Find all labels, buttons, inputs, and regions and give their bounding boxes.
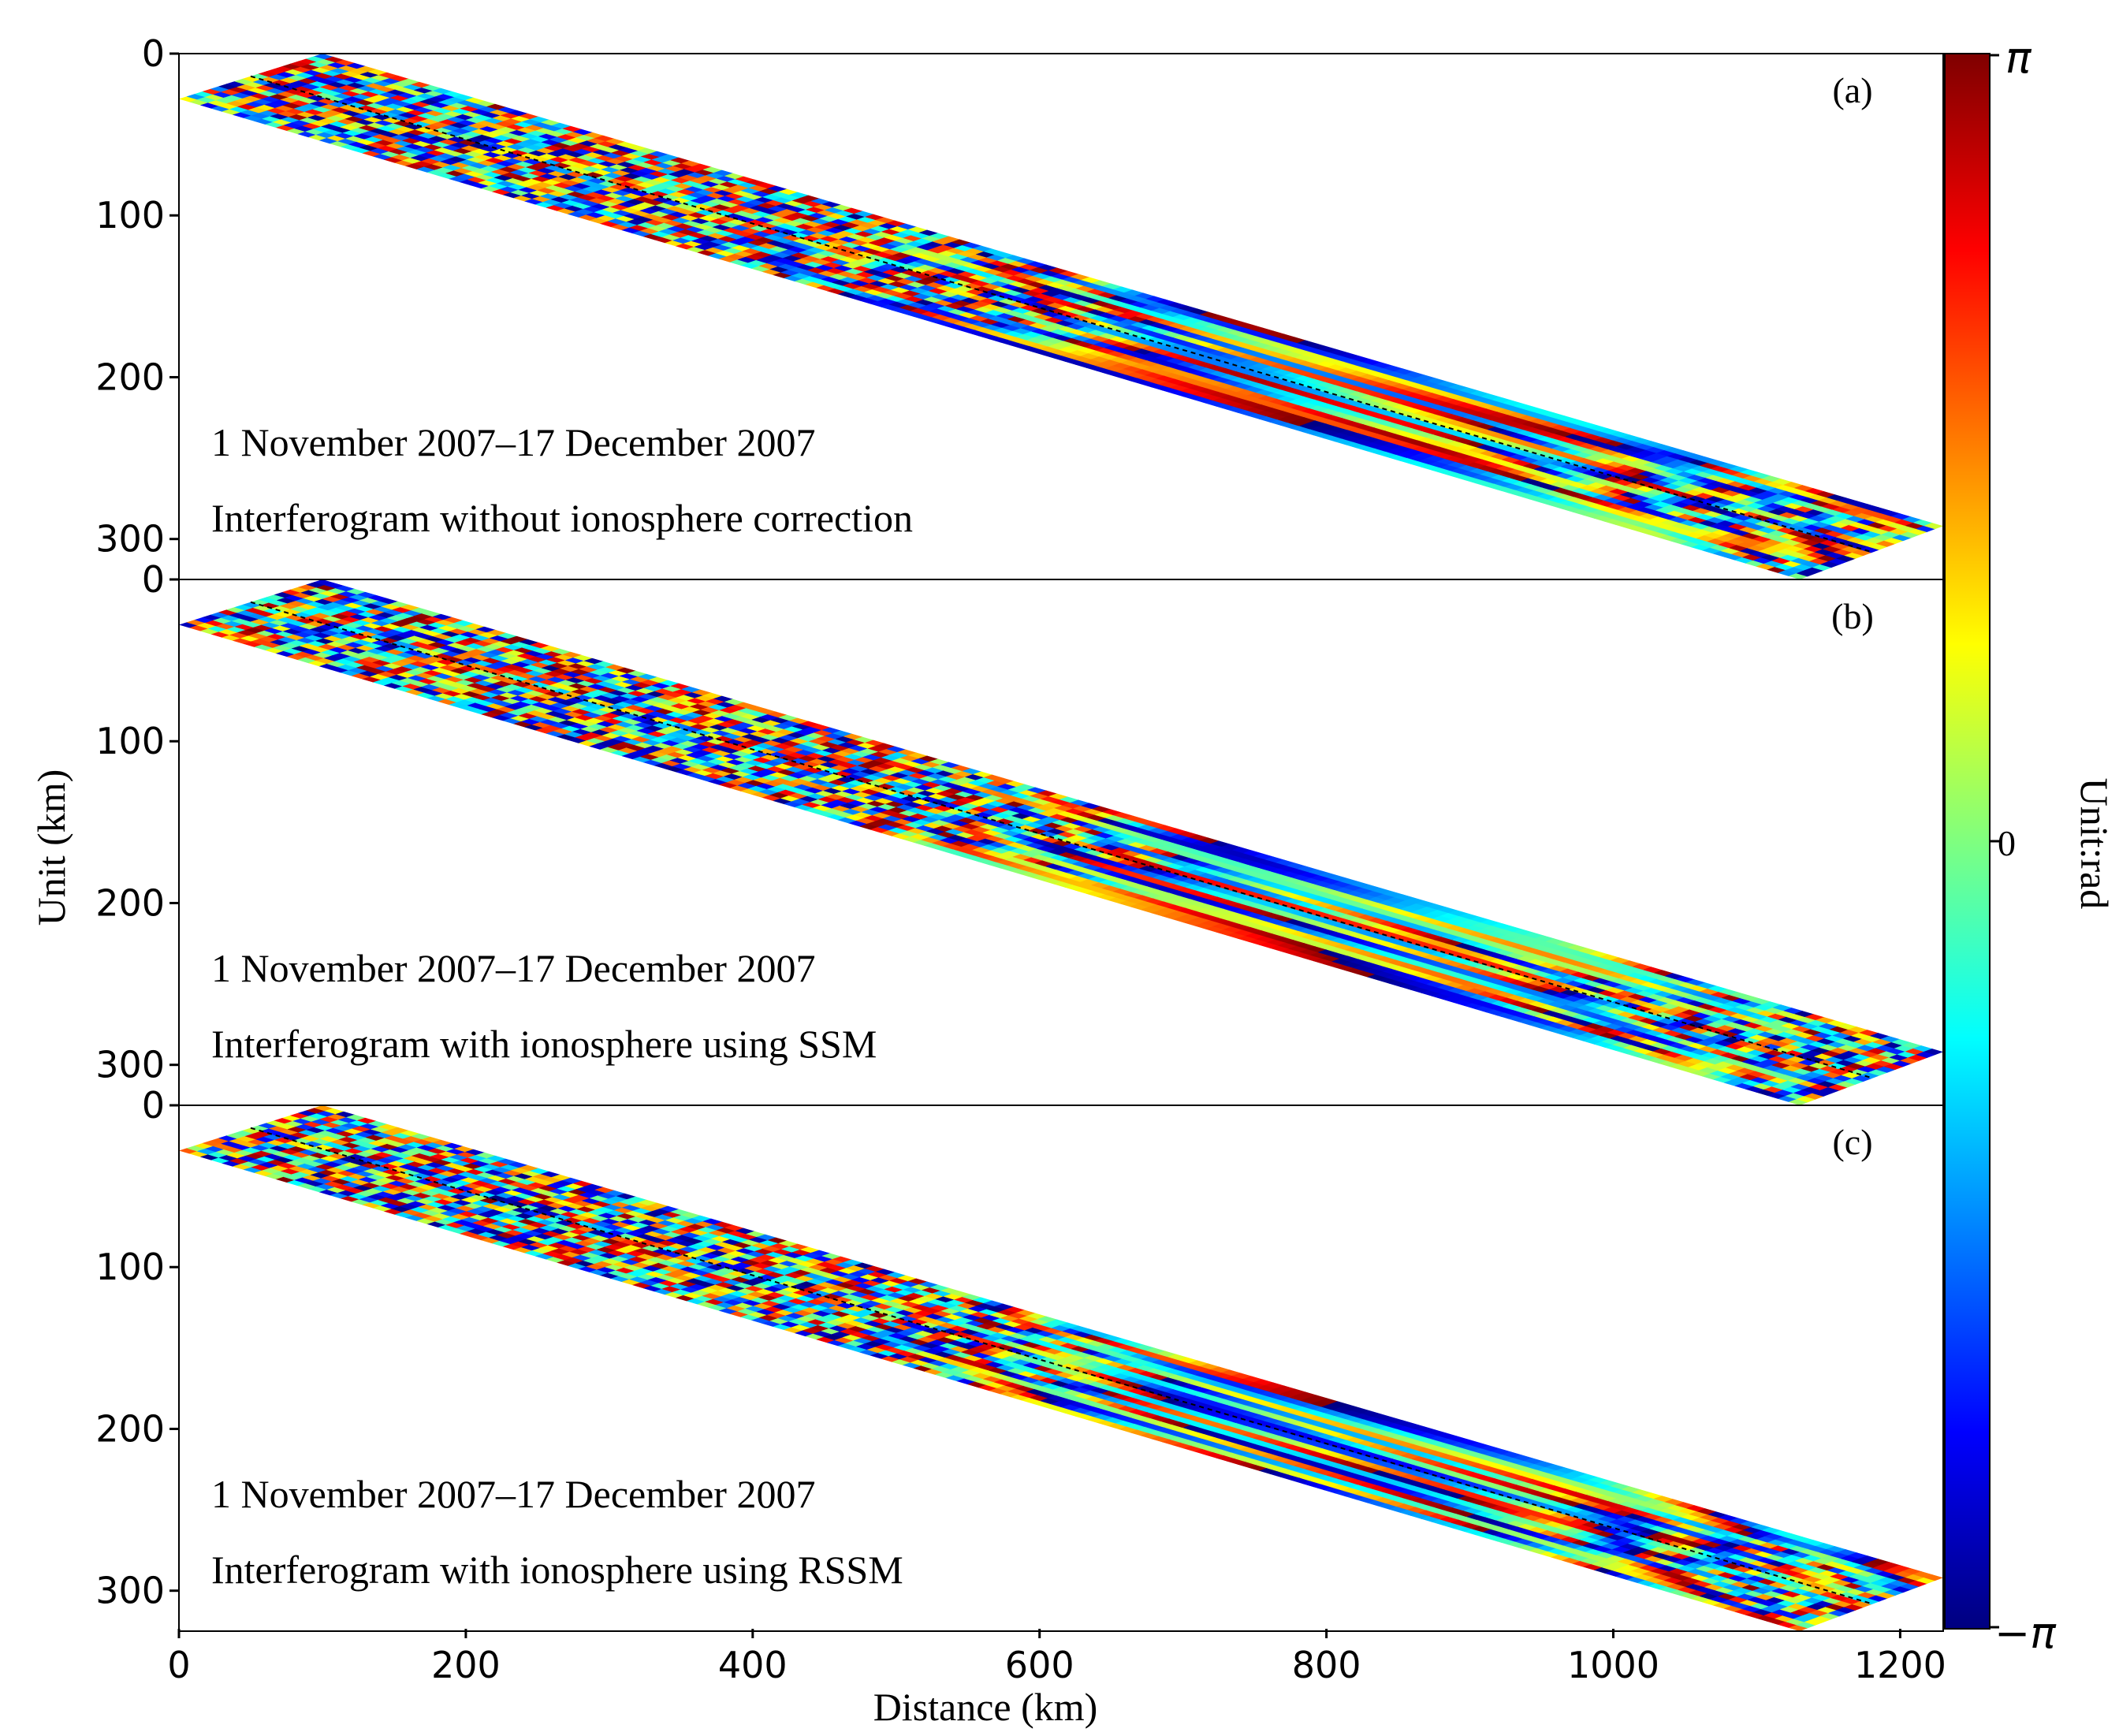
y-tick-label: 200 [95,356,165,398]
description-text: Interferogram with ionosphere using SSM [211,1022,877,1066]
colorbar-gradient [1945,54,1990,1629]
x-tick-label: 600 [1005,1644,1074,1686]
panel-a: 0 100 200 300 (a) 1 November 2007–17 December… [95,32,1943,579]
panel-b: 0 100 200 300 (b) 1 November 2007–17 December… [95,558,1943,1105]
y-tick-label: 300 [95,1570,165,1612]
colorbar-max-label: π [2005,33,2032,83]
y-tick-label: 100 [95,194,165,237]
x-tick-label: 200 [431,1644,501,1686]
y-tick-label: 200 [95,1407,165,1450]
x-tick-label: 1000 [1567,1644,1659,1686]
y-tick-label: 100 [95,1246,165,1288]
y-tick-label: 300 [95,1044,165,1086]
y-tick-label: 300 [95,518,165,561]
panels: 0 100 200 300 (a) 1 November 2007–17 December… [95,32,1946,1686]
x-tick-label: 400 [718,1644,788,1686]
y-tick-label: 0 [142,1084,165,1127]
panel-c: 0 100 200 300 (c) 1 November 2007–17 December… [95,1084,1946,1686]
colorbar: π 0 −π Unit:rad [1945,33,2117,1658]
colorbar-min-label: −π [1994,1608,2057,1658]
y-tick-label: 0 [142,558,165,601]
y-tick-label: 100 [95,720,165,762]
center-line [251,602,1871,1078]
x-tick-label: 1200 [1854,1644,1946,1686]
center-line [251,1128,1871,1604]
y-tick-label: 0 [142,32,165,75]
date-text: 1 November 2007–17 December 2007 [211,420,815,464]
x-axis-label: Distance (km) [873,1685,1098,1729]
y-tick-label: 200 [95,881,165,924]
panel-label: (c) [1832,1122,1872,1162]
date-text: 1 November 2007–17 December 2007 [211,946,815,990]
date-text: 1 November 2007–17 December 2007 [211,1472,815,1516]
y-axis-label: Unit (km) [29,769,73,926]
x-tick-label: 800 [1292,1644,1361,1686]
colorbar-mid-label: 0 [1998,823,2016,863]
description-text: Interferogram with ionosphere using RSSM [211,1548,903,1592]
panel-label: (a) [1832,70,1872,110]
panel-label: (b) [1831,596,1874,636]
colorbar-axis-label: Unit:rad [2072,778,2117,910]
description-text: Interferogram without ionosphere correct… [211,496,913,540]
x-tick-label: 0 [167,1644,190,1686]
